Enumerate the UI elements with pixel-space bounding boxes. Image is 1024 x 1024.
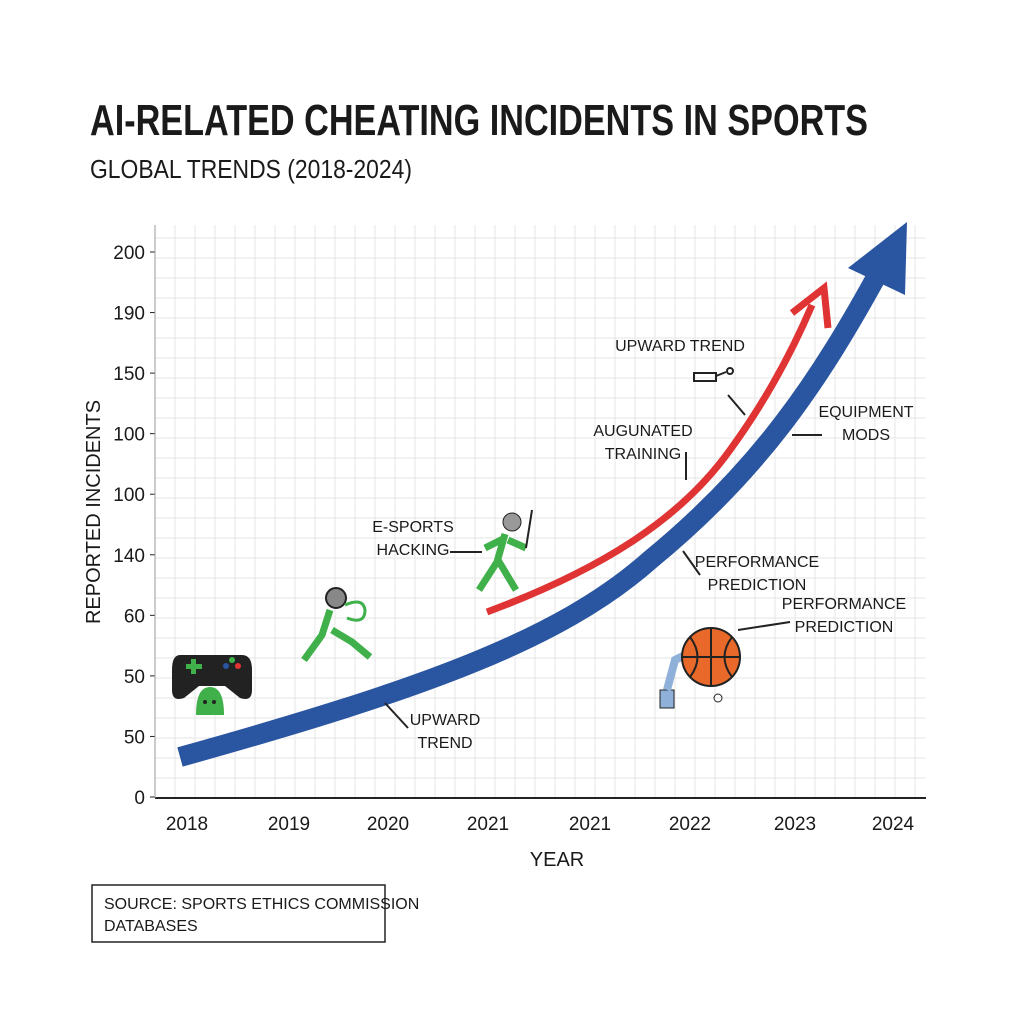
red-arrow-head	[789, 281, 832, 329]
annotation: HACKING	[377, 542, 450, 559]
texts: 200 190 150 100 100 140 60 50 50 0 2018 2019 2020 202…	[104, 243, 915, 935]
annotation: PREDICTION	[795, 619, 894, 636]
y-tick-label: 50	[124, 667, 145, 688]
equipment-icon	[693, 367, 734, 382]
title: AI-RELATED CHEATING INCIDENTS IN SPORTS	[90, 96, 868, 145]
basketball-robot-icon	[659, 627, 741, 709]
leader-line	[682, 550, 701, 576]
y-tick-label: 0	[134, 788, 145, 809]
y-axis-title: REPORTED INCIDENTS	[83, 400, 105, 624]
annotation: E-SPORTS	[372, 519, 454, 536]
runner-icon	[301, 587, 373, 663]
blue-trend-arrow	[177, 265, 889, 767]
leader-line	[384, 702, 409, 729]
annotation: UPWARD TREND	[615, 338, 745, 355]
annotation: MODS	[842, 427, 890, 444]
x-tick-label: 2022	[669, 814, 711, 835]
y-tick-label: 150	[113, 364, 145, 385]
annotation: EQUIPMENT	[818, 404, 913, 421]
y-tick-label: 190	[113, 304, 145, 325]
x-tick-label: 2019	[268, 814, 310, 835]
source-text: DATABASES	[104, 918, 198, 935]
annotation: UPWARD	[410, 712, 481, 729]
subtitle: GLOBAL TRENDS (2018-2024)	[90, 154, 412, 184]
y-tick-label: 140	[113, 546, 145, 567]
source-box	[91, 884, 386, 943]
y-tick-label: 60	[124, 606, 145, 627]
x-tick-label: 2023	[774, 814, 816, 835]
annotation: PERFORMANCE	[695, 554, 819, 571]
x-tick-label: 2021	[467, 814, 509, 835]
x-tick-label: 2020	[367, 814, 409, 835]
x-tick-label: 2018	[166, 814, 208, 835]
annotation: TRAINING	[605, 446, 681, 463]
y-tick-label: 100	[113, 485, 145, 506]
source-text: SOURCE: SPORTS ETHICS COMMISSION	[104, 896, 419, 913]
leader-line	[727, 394, 746, 416]
annotation: AUGUNATED	[593, 423, 692, 440]
x-tick-label: 2021	[569, 814, 611, 835]
y-tick-label: 50	[124, 727, 145, 748]
golfer-icon	[476, 509, 533, 592]
annotation: TREND	[417, 735, 472, 752]
y-tick-label: 100	[113, 425, 145, 446]
leader-lines	[384, 394, 822, 729]
annotation: PERFORMANCE	[782, 596, 906, 613]
blue-arrow-head	[848, 222, 907, 295]
y-tick-label: 200	[113, 243, 145, 264]
gamepad-icon	[172, 655, 252, 715]
x-axis-title: YEAR	[530, 849, 584, 871]
annotation: PREDICTION	[708, 577, 807, 594]
leader-line	[737, 621, 791, 631]
red-trend-arrow	[485, 303, 816, 616]
x-tick-label: 2024	[872, 814, 915, 835]
